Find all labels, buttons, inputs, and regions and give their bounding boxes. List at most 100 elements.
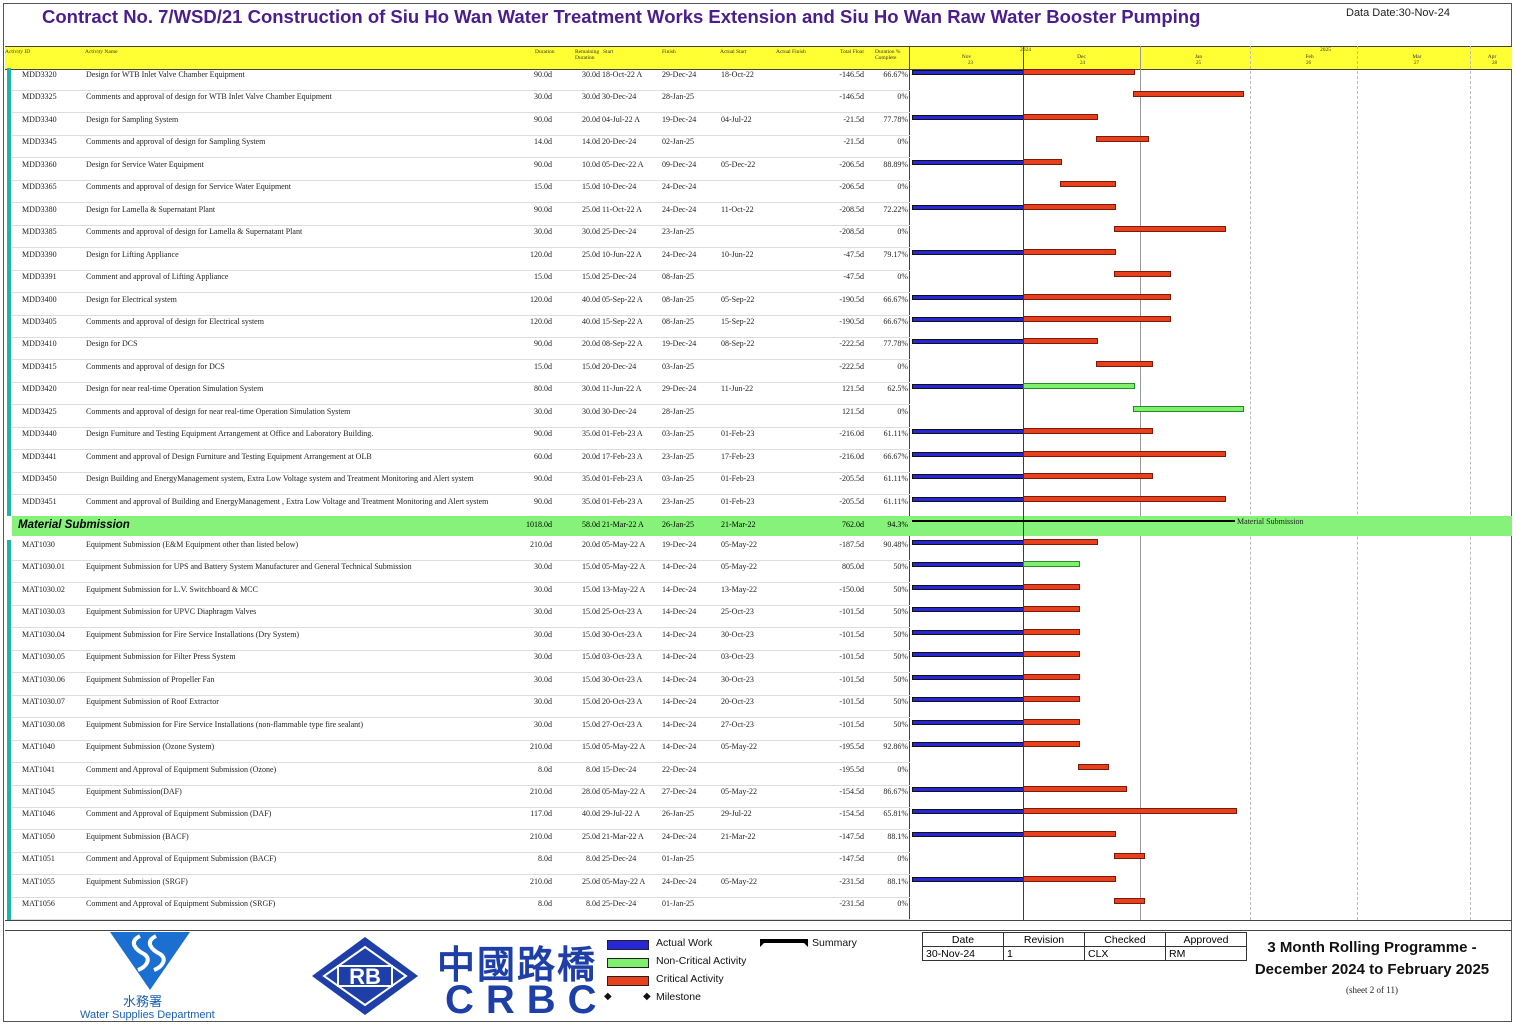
critical-bar[interactable] [1023,808,1237,815]
table-row[interactable]: MAT1030.01 Equipment Submission for UPS a… [12,560,910,584]
noncritical-bar[interactable] [1132,405,1244,412]
noncritical-bar[interactable] [1023,561,1080,568]
critical-bar[interactable] [1023,830,1117,837]
actual-work-bar[interactable] [912,540,1025,545]
actual-work-bar[interactable] [912,451,1025,457]
table-row[interactable]: MDD3360 Design for Service Water Equipmen… [12,158,910,181]
actual-work-bar[interactable] [912,652,1025,658]
table-row[interactable]: MDD3440 Design Furniture and Testing Equi… [12,427,910,451]
actual-work-bar[interactable] [912,204,1025,210]
actual-work-bar[interactable] [912,159,1025,165]
table-row[interactable]: MAT1030.04 Equipment Submission for Fire … [12,628,910,651]
critical-bar[interactable] [1023,338,1098,345]
table-row[interactable]: MAT1030 Equipment Submission (E&M Equipme… [12,538,910,561]
critical-bar[interactable] [1077,763,1109,770]
critical-bar[interactable] [1114,226,1226,233]
critical-bar[interactable] [1023,696,1080,703]
critical-bar[interactable] [1023,673,1080,680]
table-row[interactable]: MDD3380 Design for Lamella & Supernatant … [12,203,910,226]
table-row[interactable]: MDD3441 Comment and approval of Design Fu… [12,450,910,473]
critical-bar[interactable] [1023,473,1153,480]
critical-bar[interactable] [1023,718,1080,725]
critical-bar[interactable] [1023,203,1117,210]
table-row[interactable]: MAT1030.05 Equipment Submission for Filte… [12,650,910,674]
critical-bar[interactable] [1023,539,1098,545]
table-row[interactable]: MDD3451 Comment and approval of Building … [12,495,910,518]
col-header-pct-complete[interactable]: Duration % Complete [875,49,901,61]
actual-work-bar[interactable] [912,384,1025,390]
actual-work-bar[interactable] [912,607,1025,613]
table-row[interactable]: MDD3415 Comments and approval of design f… [12,360,910,383]
critical-bar[interactable] [1132,91,1244,98]
actual-work-bar[interactable] [912,249,1025,255]
critical-bar[interactable] [1023,158,1062,165]
critical-bar[interactable] [1096,136,1150,143]
actual-work-bar[interactable] [912,474,1025,480]
actual-work-bar[interactable] [912,674,1025,680]
table-row[interactable]: MDD3320 Design for WTB Inlet Valve Chambe… [12,68,910,91]
noncritical-bar[interactable] [1023,383,1135,390]
table-row[interactable]: MAT1030.06 Equipment Submission of Propel… [12,673,910,696]
critical-bar[interactable] [1114,853,1146,860]
critical-bar[interactable] [1023,628,1080,635]
actual-work-bar[interactable] [912,429,1025,435]
critical-bar[interactable] [1023,248,1117,255]
table-row[interactable]: MDD3325 Comments and approval of design f… [12,90,910,114]
critical-bar[interactable] [1023,428,1153,435]
actual-work-bar[interactable] [912,831,1025,837]
actual-work-bar[interactable] [912,584,1025,590]
actual-work-bar[interactable] [912,339,1025,345]
table-row[interactable]: MAT1045 Equipment Submission(DAF) 210.0d 28… [12,785,910,808]
table-row[interactable]: MDD3405 Comments and approval of design f… [12,315,910,338]
table-row[interactable]: MDD3340 Design for Sampling System 90.0d 20… [12,113,910,136]
critical-bar[interactable] [1023,315,1171,322]
actual-work-bar[interactable] [912,294,1025,300]
table-row[interactable]: MAT1040 Equipment Submission (Ozone Syste… [12,740,910,764]
critical-bar[interactable] [1023,741,1080,748]
actual-work-bar[interactable] [912,114,1025,120]
critical-bar[interactable] [1023,113,1098,120]
table-row[interactable]: MDD3391 Comment and approval of Lifting A… [12,270,910,294]
actual-work-bar[interactable] [912,629,1025,635]
col-header-finish[interactable]: Finish [662,49,676,55]
col-header-activity-name[interactable]: Activity Name [85,49,118,55]
col-header-activity-id[interactable]: Activity ID [5,49,31,55]
critical-bar[interactable] [1114,271,1171,278]
actual-work-bar[interactable] [912,316,1025,322]
table-row[interactable]: MDD3385 Comments and approval of design f… [12,225,910,249]
table-row[interactable]: MAT1051 Comment and Approval of Equipment… [12,852,910,876]
table-row[interactable]: MAT1030.08 Equipment Submission for Fire … [12,718,910,741]
col-header-total-float[interactable]: Total Float [840,49,864,55]
table-row[interactable]: MAT1046 Comment and Approval of Equipment… [12,807,910,831]
table-row[interactable]: MAT1030.03 Equipment Submission for UPVC … [12,605,910,629]
table-row[interactable]: MAT1050 Equipment Submission (BACF) 210.0d… [12,830,910,853]
critical-bar[interactable] [1023,651,1080,658]
critical-bar[interactable] [1096,360,1153,367]
actual-work-bar[interactable] [912,876,1025,882]
table-row[interactable]: MAT1041 Comment and Approval of Equipment… [12,763,910,786]
actual-work-bar[interactable] [912,786,1025,792]
table-row[interactable]: MDD3450 Design Building and EnergyManagem… [12,472,910,496]
critical-bar[interactable] [1023,606,1080,613]
table-row[interactable]: MAT1030.02 Equipment Submission for L.V. … [12,583,910,606]
actual-work-bar[interactable] [912,742,1025,748]
col-header-start[interactable]: Start [603,49,614,55]
critical-bar[interactable] [1023,495,1226,502]
summary-bar[interactable] [912,520,1235,522]
table-row[interactable]: MAT1030.07 Equipment Submission of Roof E… [12,695,910,719]
col-header-actual-finish[interactable]: Actual Finish [776,49,806,55]
table-row[interactable]: MDD3410 Design for DCS 90.0d 20.0d 08-Sep-22… [12,337,910,361]
actual-work-bar[interactable] [912,719,1025,725]
table-row[interactable]: MAT1055 Equipment Submission (SRGF) 210.0d… [12,875,910,898]
critical-bar[interactable] [1114,898,1146,905]
table-row[interactable]: MDD3365 Comments and approval of design f… [12,180,910,204]
col-header-actual-start[interactable]: Actual Start [720,49,747,55]
table-row[interactable]: MDD3390 Design for Lifting Appliance 120.0… [12,248,910,271]
critical-bar[interactable] [1023,69,1135,75]
critical-bar[interactable] [1023,583,1080,590]
actual-work-bar[interactable] [912,697,1025,703]
table-row[interactable]: MDD3400 Design for Electrical system 120.0… [12,293,910,316]
actual-work-bar[interactable] [912,562,1025,568]
critical-bar[interactable] [1023,450,1226,457]
actual-work-bar[interactable] [912,809,1025,815]
